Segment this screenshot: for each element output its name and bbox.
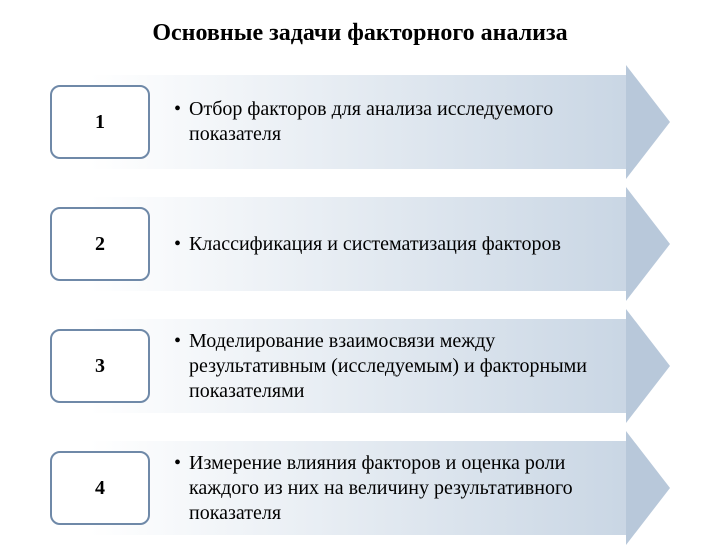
task-row: 1 • Отбор факторов для анализа исследуемог…	[50, 75, 670, 169]
bullet-icon: •	[174, 329, 181, 354]
task-number: 2	[50, 207, 150, 281]
task-text: Измерение влияния факторов и оценка роли…	[189, 451, 620, 526]
task-list: 1 • Отбор факторов для анализа исследуемог…	[40, 75, 680, 535]
task-content: • Классификация и систематизация факторов	[174, 232, 670, 257]
bullet-icon: •	[174, 451, 181, 476]
task-row: 4 • Измерение влияния факторов и оценка ро…	[50, 441, 670, 535]
task-number: 4	[50, 451, 150, 525]
slide: Основные задачи факторного анализа 1 • Отб…	[0, 0, 720, 540]
slide-title: Основные задачи факторного анализа	[40, 20, 680, 47]
task-text: Моделирование взаимосвязи между результа…	[189, 329, 620, 404]
task-text: Классификация и систематизация факторов	[189, 232, 620, 257]
task-number: 3	[50, 329, 150, 403]
task-row: 2 • Классификация и систематизация факторо…	[50, 197, 670, 291]
bullet-icon: •	[174, 97, 181, 122]
task-content: • Моделирование взаимосвязи между результ…	[174, 329, 670, 404]
task-row: 3 • Моделирование взаимосвязи между резуль…	[50, 319, 670, 413]
task-text: Отбор факторов для анализа исследуемого …	[189, 97, 620, 147]
bullet-icon: •	[174, 232, 181, 257]
task-content: • Измерение влияния факторов и оценка рол…	[174, 451, 670, 526]
task-content: • Отбор факторов для анализа исследуемого…	[174, 97, 670, 147]
task-number: 1	[50, 85, 150, 159]
